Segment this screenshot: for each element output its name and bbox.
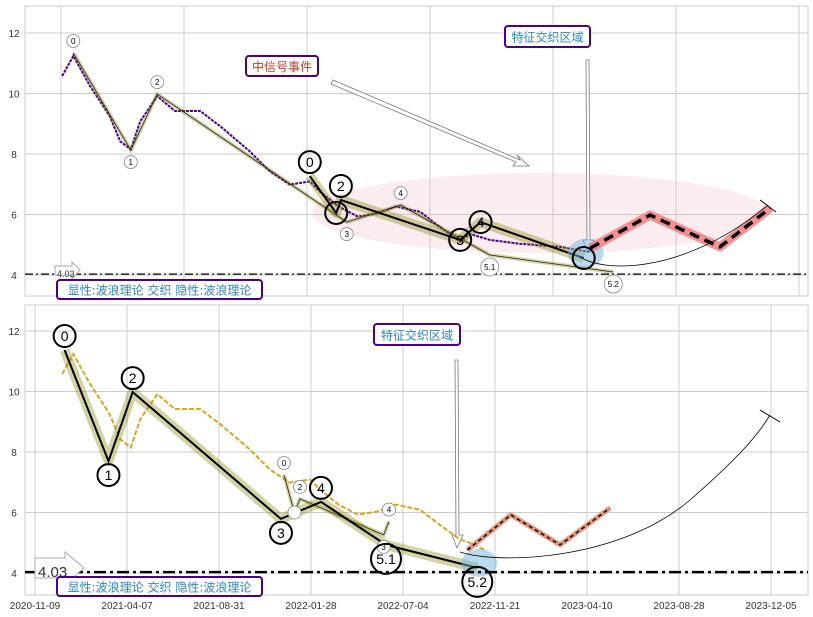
wave-marker [293, 479, 307, 494]
small-wave-line [72, 52, 614, 273]
y-tick-label: 8 [11, 448, 17, 459]
x-tick-label: 2022-01-28 [285, 601, 337, 612]
y-tick-label: 4 [11, 271, 17, 282]
wave-label: 5.2 [468, 574, 488, 590]
arrow-icon [54, 260, 81, 281]
wave-label: 0 [282, 459, 287, 468]
target-zone [461, 548, 498, 577]
wave-marker [571, 246, 596, 271]
wave-label: 3 [456, 232, 464, 248]
wave-label: 2 [129, 370, 137, 386]
legend-annotation-box [56, 279, 263, 300]
wave-label: 3 [277, 525, 285, 541]
wave-marker [480, 257, 500, 277]
wave-marker [382, 502, 396, 517]
wave-marker [393, 186, 408, 201]
price-series [61, 53, 591, 253]
forecast-line [466, 507, 611, 551]
wave-marker [96, 463, 121, 488]
wave-marker [52, 324, 77, 349]
x-tick-label: 2021-08-31 [193, 601, 245, 612]
wave-label: 0 [71, 37, 76, 46]
feature-zone-annotation-box [373, 323, 461, 346]
y-tick-label: 6 [11, 211, 17, 222]
wave-marker [120, 366, 145, 391]
y-tick-label: 10 [8, 388, 20, 399]
wave-label: 1 [129, 158, 134, 167]
wave-label: 4 [398, 189, 403, 198]
x-tick-label: 2023-12-05 [745, 601, 797, 612]
y-tick-label: 4 [11, 569, 17, 580]
wave-marker [461, 565, 494, 598]
wave-label: 5.1 [376, 551, 396, 567]
plot-area [24, 304, 809, 596]
wave-marker [268, 520, 293, 545]
x-tick-label: 2023-08-28 [653, 601, 705, 612]
arrow-icon [330, 79, 531, 167]
wave-marker [339, 227, 354, 241]
wave-label: 3 [345, 230, 350, 239]
x-tick-label: 2020-11-09 [10, 601, 61, 612]
wave-marker [277, 456, 291, 470]
signal-event-annotation-box [245, 55, 319, 77]
legend-annotation-box [56, 576, 263, 597]
wave-label: 0 [306, 154, 314, 170]
wave-label: 4 [317, 480, 325, 496]
support-value-label: 4.03 [57, 269, 75, 279]
wave-label: 1 [105, 467, 113, 483]
x-tick-label: 2021-04-07 [101, 601, 153, 612]
price-series [61, 351, 485, 551]
y-tick-label: 10 [8, 90, 20, 101]
top-panel: 46810124.03012345.15.20234中信号事件特征交织区域显性:… [8, 5, 809, 300]
wave-label: 5.1 [484, 263, 496, 272]
wave-marker [297, 150, 322, 175]
forecast-line [589, 206, 772, 250]
big-wave-line [308, 175, 585, 260]
wave-marker [448, 227, 473, 252]
wave-marker [66, 34, 81, 48]
x-tick-label: 2022-07-04 [377, 601, 429, 612]
x-tick-label: 2022-11-21 [470, 601, 521, 612]
y-tick-label: 8 [11, 150, 17, 161]
arc-end-marker [759, 409, 781, 423]
feature-zone-annotation: 特征交织区域 [511, 30, 583, 45]
feature-zone-ellipse [312, 173, 768, 253]
projection-arc [459, 414, 771, 559]
wave-label: 0 [61, 328, 69, 344]
wave-marker [308, 475, 333, 500]
y-tick-label: 6 [11, 509, 17, 520]
wave-label: 4 [387, 506, 392, 515]
wave-label: 2 [298, 483, 303, 492]
feature-zone-annotation: 特征交织区域 [381, 328, 453, 343]
wave-marker [287, 505, 302, 520]
feature-zone-annotation-box [504, 25, 591, 48]
wave-label: 5.2 [608, 280, 620, 289]
wave-marker [324, 200, 349, 225]
arc-end-marker [759, 199, 777, 213]
wave-label: 2 [337, 178, 345, 194]
legend-annotation: 显性:波浪理论 交织 隐性:波浪理论 [68, 283, 252, 298]
wave-label: 4 [477, 214, 485, 230]
small-wave-line [283, 474, 390, 536]
y-tick-label: 12 [8, 29, 20, 40]
x-tick-label: 2023-04-10 [561, 601, 613, 612]
signal-event-annotation: 中信号事件 [252, 59, 312, 74]
wave-label: 2 [155, 78, 160, 87]
wave-marker [150, 75, 165, 90]
wave-marker [468, 210, 493, 235]
wave-label: 3 [381, 543, 386, 552]
wave-marker [370, 542, 403, 575]
plot-area [24, 5, 809, 297]
wave-marker [123, 155, 138, 169]
y-tick-label: 12 [8, 327, 20, 338]
legend-annotation: 显性:波浪理论 交织 隐性:波浪理论 [68, 580, 252, 595]
wave-marker [328, 173, 353, 198]
wave-marker [603, 274, 623, 294]
